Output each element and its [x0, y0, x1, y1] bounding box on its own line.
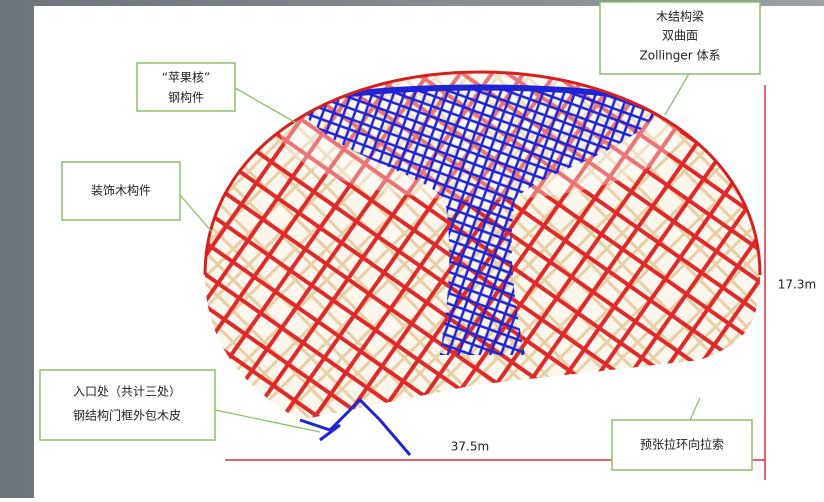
label-box — [599, 1, 761, 75]
label-line: 双曲面 — [662, 29, 698, 43]
entrance-frame — [299, 397, 412, 456]
leader — [214, 409, 321, 433]
label-box — [136, 62, 236, 112]
dome — [205, 72, 760, 420]
label-line: “苹果核” — [162, 71, 210, 85]
label-line: Zollinger 体系 — [640, 49, 721, 63]
label-box — [611, 419, 753, 471]
label-line: 预张拉环向拉索 — [640, 437, 724, 452]
label-line: 入口处（共计三处） — [73, 385, 181, 399]
label-line: 装饰木构件 — [91, 183, 151, 198]
label-line: 钢结构门框外包木皮 — [73, 408, 181, 423]
height-label: 17.3m — [778, 278, 816, 292]
width-label: 37.5m — [451, 440, 489, 454]
label-line: 木结构梁 — [656, 9, 704, 24]
label-line: 钢构件 — [168, 90, 204, 105]
dome-outline — [203, 70, 762, 276]
label-box — [39, 369, 216, 441]
leader — [234, 87, 301, 126]
leader — [179, 194, 213, 233]
label-box — [61, 161, 181, 221]
leader — [689, 397, 701, 421]
